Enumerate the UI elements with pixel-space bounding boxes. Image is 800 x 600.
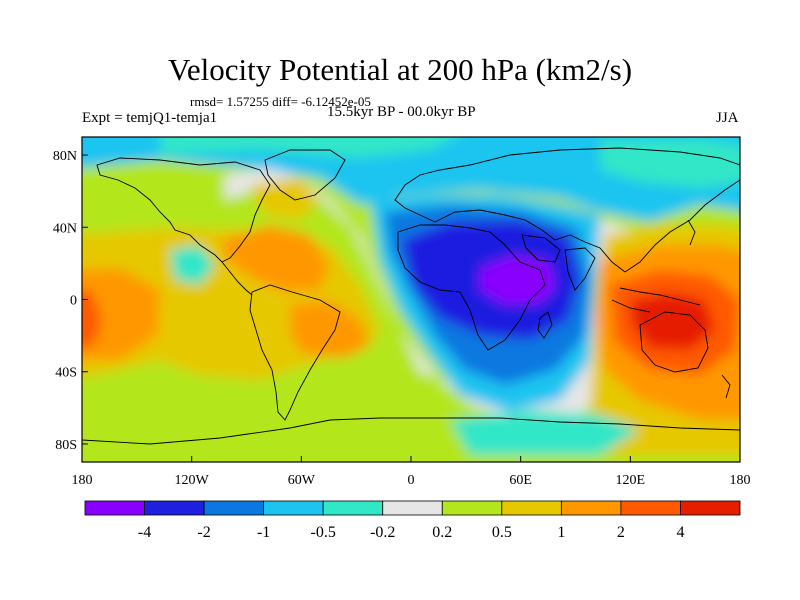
colorbar-swatch: [620, 500, 681, 516]
region-south-polar-teal: [450, 410, 640, 455]
coast-north-america: [96, 157, 271, 263]
y-tick-label: 80S: [55, 438, 77, 453]
colorbar-swatch: [441, 500, 503, 516]
plot-title: Velocity Potential at 200 hPa (km2/s): [167, 52, 633, 87]
region-west-darkorange: [82, 290, 102, 348]
region-arctic-teal: [160, 137, 456, 158]
region-caribbean-orange: [220, 225, 330, 292]
x-tick-label: 60E: [509, 473, 532, 488]
coast-antarctica: [82, 417, 740, 445]
y-tick-label: 40S: [55, 366, 77, 381]
y-tick-label: 0: [70, 294, 77, 309]
coast-japan: [687, 219, 696, 246]
region-south-atlantic-orange: [290, 300, 370, 358]
colorbar-label: 4: [676, 524, 684, 541]
colorbar-swatch: [144, 500, 205, 516]
colorbar-label: -0.5: [311, 524, 336, 541]
coast-indonesia: [611, 287, 701, 313]
colorbar-swatch: [84, 500, 145, 516]
colorbar-label: -4: [138, 524, 151, 541]
colorbar-swatch: [322, 500, 384, 516]
colorbar-label: 1: [557, 524, 565, 541]
colorbar-swatch: [560, 500, 622, 516]
colorbar-label: -1: [257, 524, 270, 541]
coast-central-america: [221, 261, 253, 296]
y-tick-label: 40N: [53, 221, 77, 236]
colorbar-label: 2: [617, 524, 625, 541]
region-west-orange: [82, 268, 160, 360]
colorbar-swatch: [680, 500, 741, 516]
region-east-north-teal: [600, 138, 740, 188]
coast-africa: [397, 224, 546, 351]
region-indopacific-core: [630, 292, 715, 350]
colorbar-swatch: [501, 500, 562, 516]
period-label: 15.5kyr BP - 00.0kyr BP: [327, 104, 476, 120]
colorbar-label: 0.5: [492, 524, 512, 541]
y-tick-label: 80N: [53, 149, 77, 164]
x-tick-label: 120E: [616, 473, 646, 488]
coast-eurasia: [394, 147, 740, 273]
coast-new-zealand: [721, 374, 731, 399]
stats-line: rmsd= 1.57255 diff= -6.12452e-05: [190, 94, 371, 109]
season-label: JJA: [716, 110, 739, 126]
coastlines: [82, 147, 740, 445]
region-africa-purple: [480, 255, 555, 305]
experiment-label: Expt = temjQ1-temja1: [82, 110, 218, 126]
x-tick-label: 60W: [288, 473, 316, 488]
region-north-high-cyan: [82, 137, 740, 222]
colorbar-swatch: [382, 500, 443, 516]
x-tick-label: 180: [730, 473, 751, 488]
coast-australia: [639, 311, 709, 373]
coast-greenland: [264, 149, 346, 201]
x-tick-label: 0: [408, 473, 415, 488]
coast-arabia: [521, 234, 561, 263]
coast-india: [564, 247, 596, 291]
region-greenland-orange: [250, 178, 320, 220]
x-tick-label: 180: [72, 473, 93, 488]
colorbar-swatch: [203, 500, 265, 516]
colorbar-label: -2: [197, 524, 210, 541]
colorbar-label: 0.2: [432, 524, 452, 541]
colorbar: -4 -2 -1 -0.5 -0.2 0.2 0.5 1 2 4: [84, 500, 741, 541]
region-gulf-teal: [170, 245, 215, 285]
coast-south-america: [249, 284, 341, 421]
colorbar-swatch: [263, 500, 324, 516]
colorbar-label: -0.2: [370, 524, 395, 541]
x-tick-label: 120W: [175, 473, 210, 488]
coast-madagascar: [537, 311, 553, 339]
contour-field: [82, 137, 740, 462]
